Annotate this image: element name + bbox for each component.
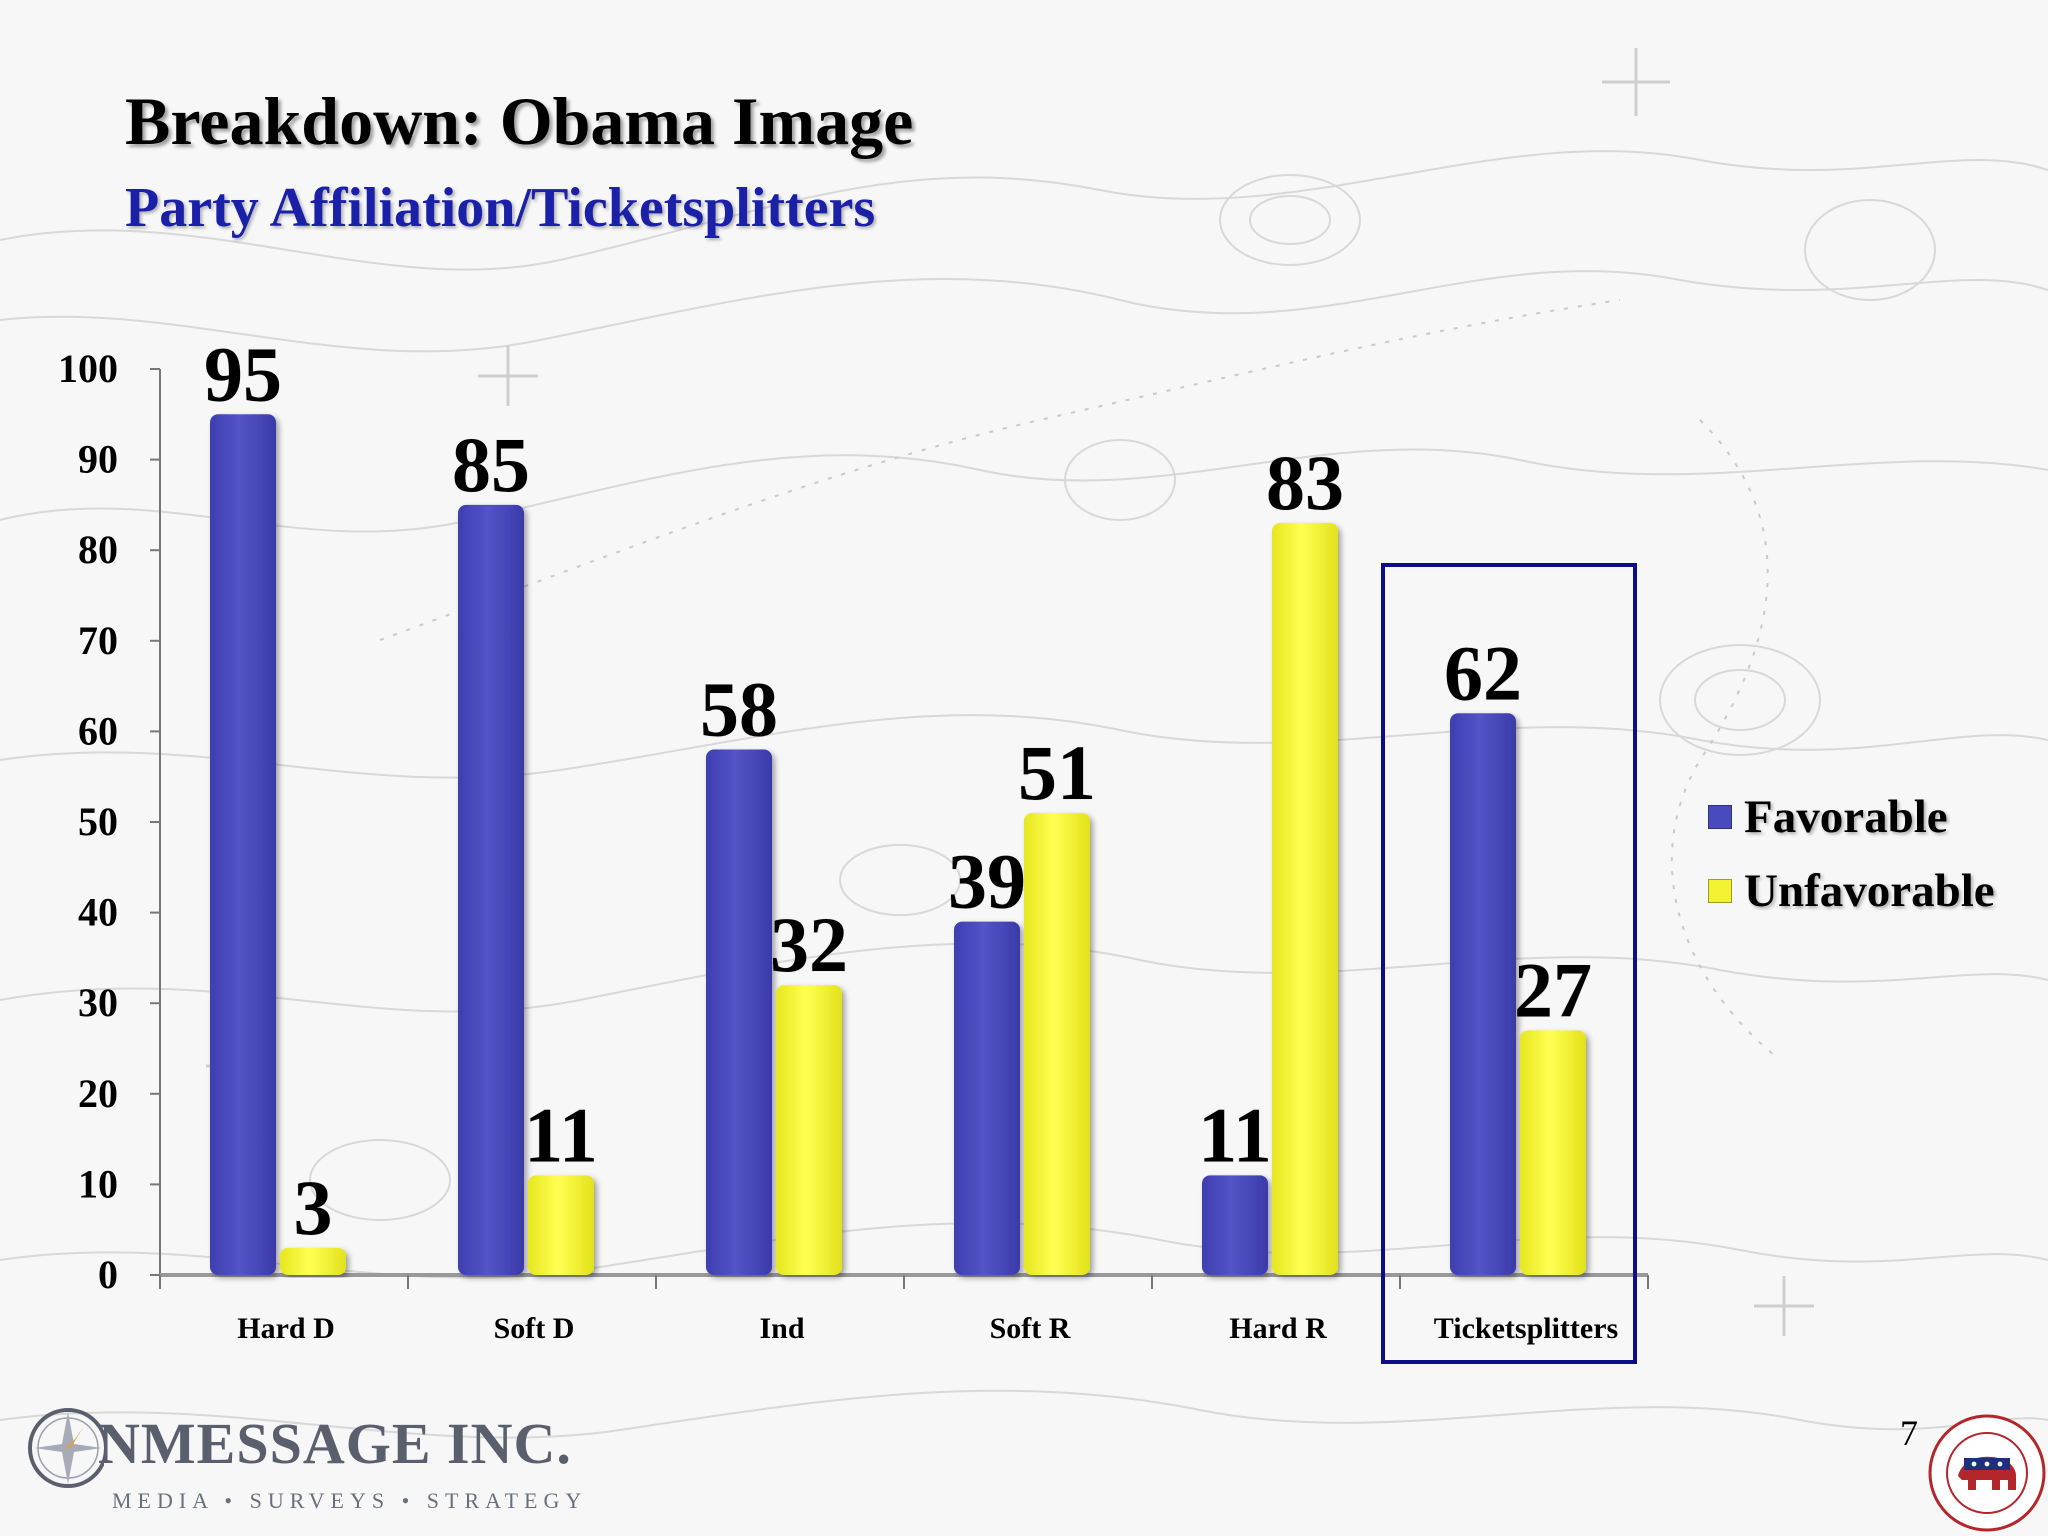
bar-unfavorable bbox=[1024, 812, 1090, 1275]
y-tick-label: 70 bbox=[78, 618, 118, 663]
y-tick-label: 100 bbox=[58, 346, 118, 391]
data-label-unfavorable: 11 bbox=[524, 1091, 598, 1178]
chart-bars bbox=[210, 414, 1586, 1275]
x-tick-label: Ticketsplitters bbox=[1434, 1312, 1618, 1345]
bar-favorable bbox=[210, 414, 276, 1275]
y-tick-label: 80 bbox=[78, 527, 118, 572]
data-label-unfavorable: 3 bbox=[294, 1164, 333, 1251]
y-tick-label: 20 bbox=[78, 1071, 118, 1116]
data-label-favorable: 62 bbox=[1444, 629, 1522, 716]
x-tick-label: Soft D bbox=[494, 1312, 575, 1345]
page-number: 7 bbox=[1900, 1413, 1918, 1453]
data-label-favorable: 39 bbox=[948, 838, 1026, 925]
legend-item-unfavorable: Unfavorable bbox=[1708, 854, 1995, 928]
y-tick-label: 10 bbox=[78, 1161, 118, 1206]
compass-icon bbox=[28, 1408, 104, 1488]
data-label-favorable: 58 bbox=[700, 666, 778, 753]
data-label-favorable: 85 bbox=[452, 421, 530, 508]
bar-favorable bbox=[706, 749, 772, 1275]
slide-title: Breakdown: Obama Image bbox=[125, 83, 914, 159]
logo-name: NMESSAGE INC. bbox=[98, 1411, 572, 1476]
y-tick-label: 0 bbox=[98, 1252, 118, 1297]
data-label-unfavorable: 83 bbox=[1266, 439, 1344, 526]
slide-subtitle: Party Affiliation/Ticketsplitters bbox=[125, 177, 876, 239]
legend-swatch-favorable bbox=[1708, 805, 1732, 829]
legend-item-favorable: Favorable bbox=[1708, 780, 1995, 854]
bar-unfavorable bbox=[1520, 1030, 1586, 1275]
x-tick-label: Hard D bbox=[237, 1312, 335, 1345]
data-label-favorable: 95 bbox=[204, 330, 282, 417]
y-tick-label: 50 bbox=[78, 799, 118, 844]
rnc-seal-icon bbox=[1928, 1414, 2046, 1532]
bar-unfavorable bbox=[1272, 523, 1338, 1275]
chart-legend: Favorable Unfavorable bbox=[1708, 780, 1995, 928]
x-tick-label: Ind bbox=[759, 1312, 804, 1345]
data-label-unfavorable: 27 bbox=[1514, 946, 1592, 1033]
x-tick-label: Hard R bbox=[1229, 1312, 1327, 1345]
y-tick-label: 60 bbox=[78, 708, 118, 753]
onmessage-logo: NMESSAGE INC. MEDIA • SURVEYS • STRATEGY bbox=[22, 1402, 581, 1522]
bar-favorable bbox=[458, 504, 524, 1275]
bar-favorable bbox=[954, 921, 1020, 1275]
x-tick-label: Soft R bbox=[990, 1312, 1071, 1345]
bar-unfavorable bbox=[776, 985, 842, 1275]
bar-unfavorable bbox=[280, 1247, 346, 1275]
legend-swatch-unfavorable bbox=[1708, 879, 1732, 903]
data-label-unfavorable: 32 bbox=[770, 901, 848, 988]
logo-tagline: MEDIA • SURVEYS • STRATEGY bbox=[112, 1488, 588, 1513]
legend-label-unfavorable: Unfavorable bbox=[1744, 865, 1995, 917]
bar-unfavorable bbox=[528, 1175, 594, 1275]
data-label-favorable: 11 bbox=[1198, 1091, 1272, 1178]
chart-data-labels: 95 3 85 11 58 32 39 51 11 83 62 27 bbox=[204, 330, 1593, 1252]
ticketsplitters-highlight-box bbox=[1381, 563, 1637, 1364]
y-tick-label: 90 bbox=[78, 437, 118, 482]
bar-favorable bbox=[1450, 713, 1516, 1275]
legend-label-favorable: Favorable bbox=[1744, 791, 1948, 843]
data-label-unfavorable: 51 bbox=[1018, 729, 1096, 816]
bar-favorable bbox=[1202, 1175, 1268, 1275]
y-tick-label: 40 bbox=[78, 890, 118, 935]
chart-axes: 0 10 20 30 40 50 60 70 80 90 100 Hard D Soft D Ind Sof… bbox=[58, 346, 1649, 1345]
y-tick-label: 30 bbox=[78, 980, 118, 1025]
